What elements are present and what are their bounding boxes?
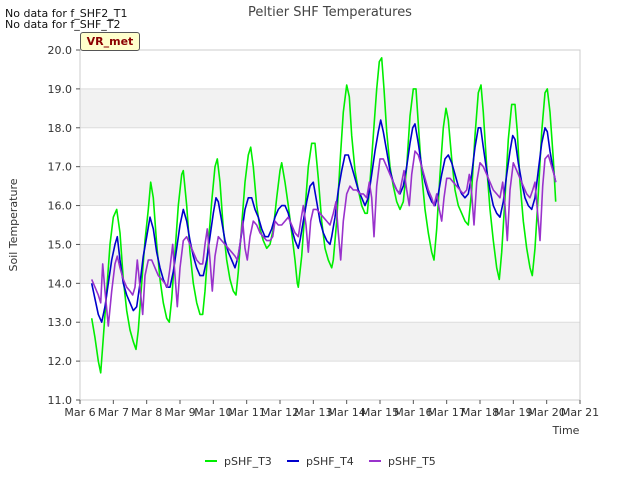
x-tick-label: Mar 13 [294, 406, 332, 419]
x-tick-label: Mar 11 [228, 406, 266, 419]
x-tick-label: Mar 17 [428, 406, 466, 419]
x-tick-label: Mar 19 [494, 406, 532, 419]
y-tick-label: 14.0 [48, 277, 73, 290]
series-line-pSHF_T5 [90, 150, 557, 327]
y-tick-label: 11.0 [48, 394, 73, 407]
y-tick-label: 15.0 [48, 238, 73, 251]
y-tick-label: 16.0 [48, 200, 73, 213]
legend-label-pSHF_T3: pSHF_T3 [224, 455, 272, 468]
x-axis-label: Time [552, 424, 580, 437]
y-tick-label: 17.0 [48, 161, 73, 174]
x-tick-label: Mar 18 [461, 406, 499, 419]
legend-label-pSHF_T5: pSHF_T5 [388, 455, 436, 468]
x-tick-label: Mar 20 [528, 406, 566, 419]
x-tick-label: Mar 16 [394, 406, 432, 419]
no-data-notice-1: No data for f_SHF2_T1 [5, 7, 128, 20]
grid-band [80, 88, 580, 128]
grid-band [80, 166, 580, 206]
plot-frame [79, 49, 581, 401]
grid-band [80, 322, 580, 362]
chart-title: Peltier SHF Temperatures [248, 5, 412, 20]
x-tick-label: Mar 15 [361, 406, 399, 419]
x-tick-label: Mar 9 [164, 406, 195, 419]
x-tick-label: Mar 6 [64, 406, 95, 419]
x-tick-label: Mar 14 [328, 406, 366, 419]
series-line-pSHF_T4 [90, 119, 557, 324]
y-tick-label: 13.0 [48, 316, 73, 329]
series-line-pSHF_T3 [90, 56, 557, 374]
y-tick-label: 12.0 [48, 355, 73, 368]
x-tick-label: Mar 10 [194, 406, 232, 419]
y-tick-label: 18.0 [48, 122, 73, 135]
x-tick-label: Mar 7 [98, 406, 129, 419]
y-axis-label: Soil Temperature [7, 178, 20, 271]
x-tick-label: Mar 21 [561, 406, 599, 419]
y-tick-label: 20.0 [48, 44, 73, 57]
no-data-notice-2: No data for f_SHF_T2 [5, 18, 121, 31]
x-tick-label: Mar 8 [131, 406, 162, 419]
y-tick-label: 19.0 [48, 83, 73, 96]
site-badge: VR_met [80, 32, 140, 51]
x-tick-label: Mar 12 [261, 406, 299, 419]
legend-label-pSHF_T4: pSHF_T4 [306, 455, 354, 468]
